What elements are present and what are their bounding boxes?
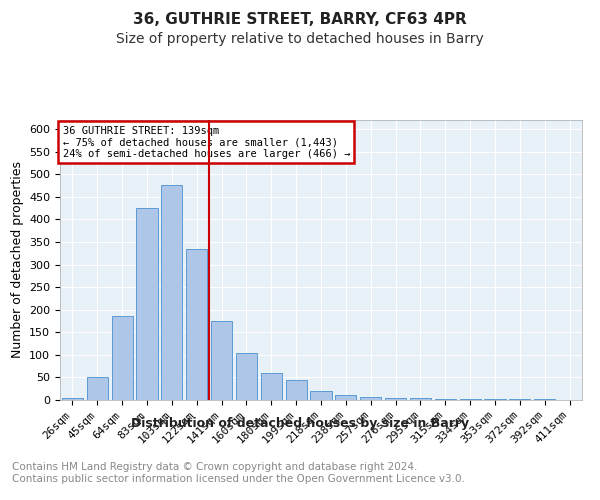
Bar — [310, 391, 332, 400]
Bar — [136, 208, 158, 400]
Text: Size of property relative to detached houses in Barry: Size of property relative to detached ho… — [116, 32, 484, 46]
Text: Distribution of detached houses by size in Barry: Distribution of detached houses by size … — [131, 418, 469, 430]
Bar — [236, 352, 257, 400]
Bar — [385, 398, 406, 400]
Bar — [360, 397, 381, 400]
Bar — [211, 321, 232, 400]
Bar — [534, 399, 555, 400]
Bar — [484, 399, 506, 400]
Bar — [509, 399, 530, 400]
Bar — [335, 394, 356, 400]
Bar — [286, 380, 307, 400]
Bar — [410, 398, 431, 400]
Bar — [62, 398, 83, 400]
Bar — [112, 316, 133, 400]
Text: Contains HM Land Registry data © Crown copyright and database right 2024.
Contai: Contains HM Land Registry data © Crown c… — [12, 462, 465, 484]
Bar — [460, 399, 481, 400]
Bar — [186, 248, 207, 400]
Y-axis label: Number of detached properties: Number of detached properties — [11, 162, 23, 358]
Bar — [435, 398, 456, 400]
Text: 36, GUTHRIE STREET, BARRY, CF63 4PR: 36, GUTHRIE STREET, BARRY, CF63 4PR — [133, 12, 467, 28]
Bar — [161, 186, 182, 400]
Bar — [87, 378, 108, 400]
Text: 36 GUTHRIE STREET: 139sqm
← 75% of detached houses are smaller (1,443)
24% of se: 36 GUTHRIE STREET: 139sqm ← 75% of detac… — [62, 126, 350, 159]
Bar — [261, 373, 282, 400]
